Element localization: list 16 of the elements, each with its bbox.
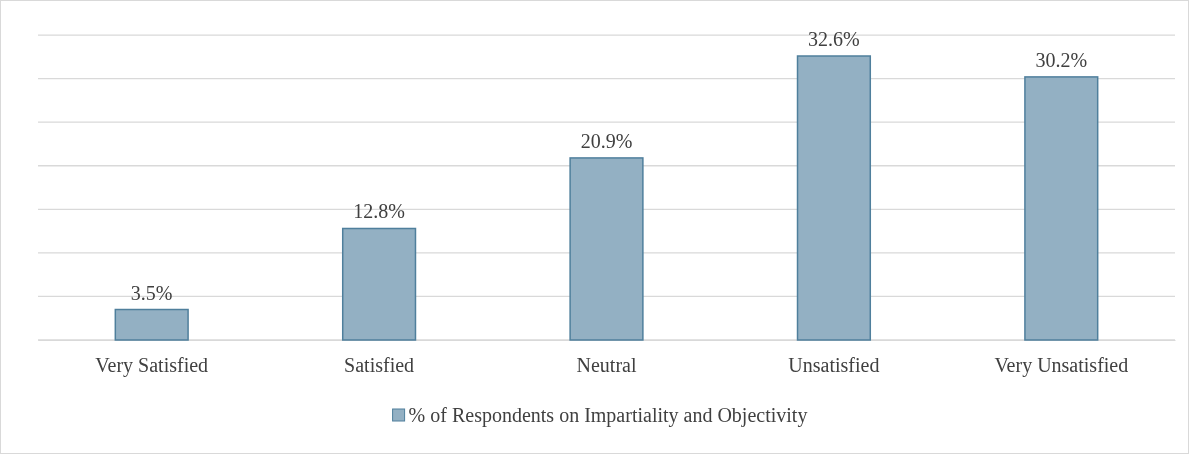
bar [1024, 76, 1099, 341]
x-tick-label: Satisfied [344, 354, 415, 377]
x-tick-label: Very Unsatisfied [994, 354, 1129, 378]
data-label: 3.5% [130, 281, 173, 304]
x-tick-label: Very Satisfied [95, 354, 209, 378]
data-label: 12.8% [353, 200, 405, 223]
data-label: 30.2% [1035, 48, 1088, 71]
data-label: 32.6% [808, 28, 860, 50]
bar [341, 227, 417, 341]
x-tick-label: Neutral [576, 354, 637, 377]
x-tick-label: Unsatisfied [788, 354, 880, 377]
data-label: 20.9% [580, 129, 633, 152]
bar [569, 157, 644, 341]
legend-label: % of Respondents on Impartiality and Objectivity [408, 404, 808, 427]
bar [114, 308, 189, 341]
bar [796, 55, 872, 341]
